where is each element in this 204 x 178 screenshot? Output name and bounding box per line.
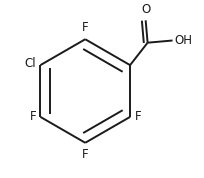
Text: OH: OH <box>173 34 191 47</box>
Text: F: F <box>82 148 88 161</box>
Text: F: F <box>82 21 88 34</box>
Text: Cl: Cl <box>24 57 36 70</box>
Text: O: O <box>140 3 150 16</box>
Text: F: F <box>134 110 140 123</box>
Text: F: F <box>29 110 36 123</box>
